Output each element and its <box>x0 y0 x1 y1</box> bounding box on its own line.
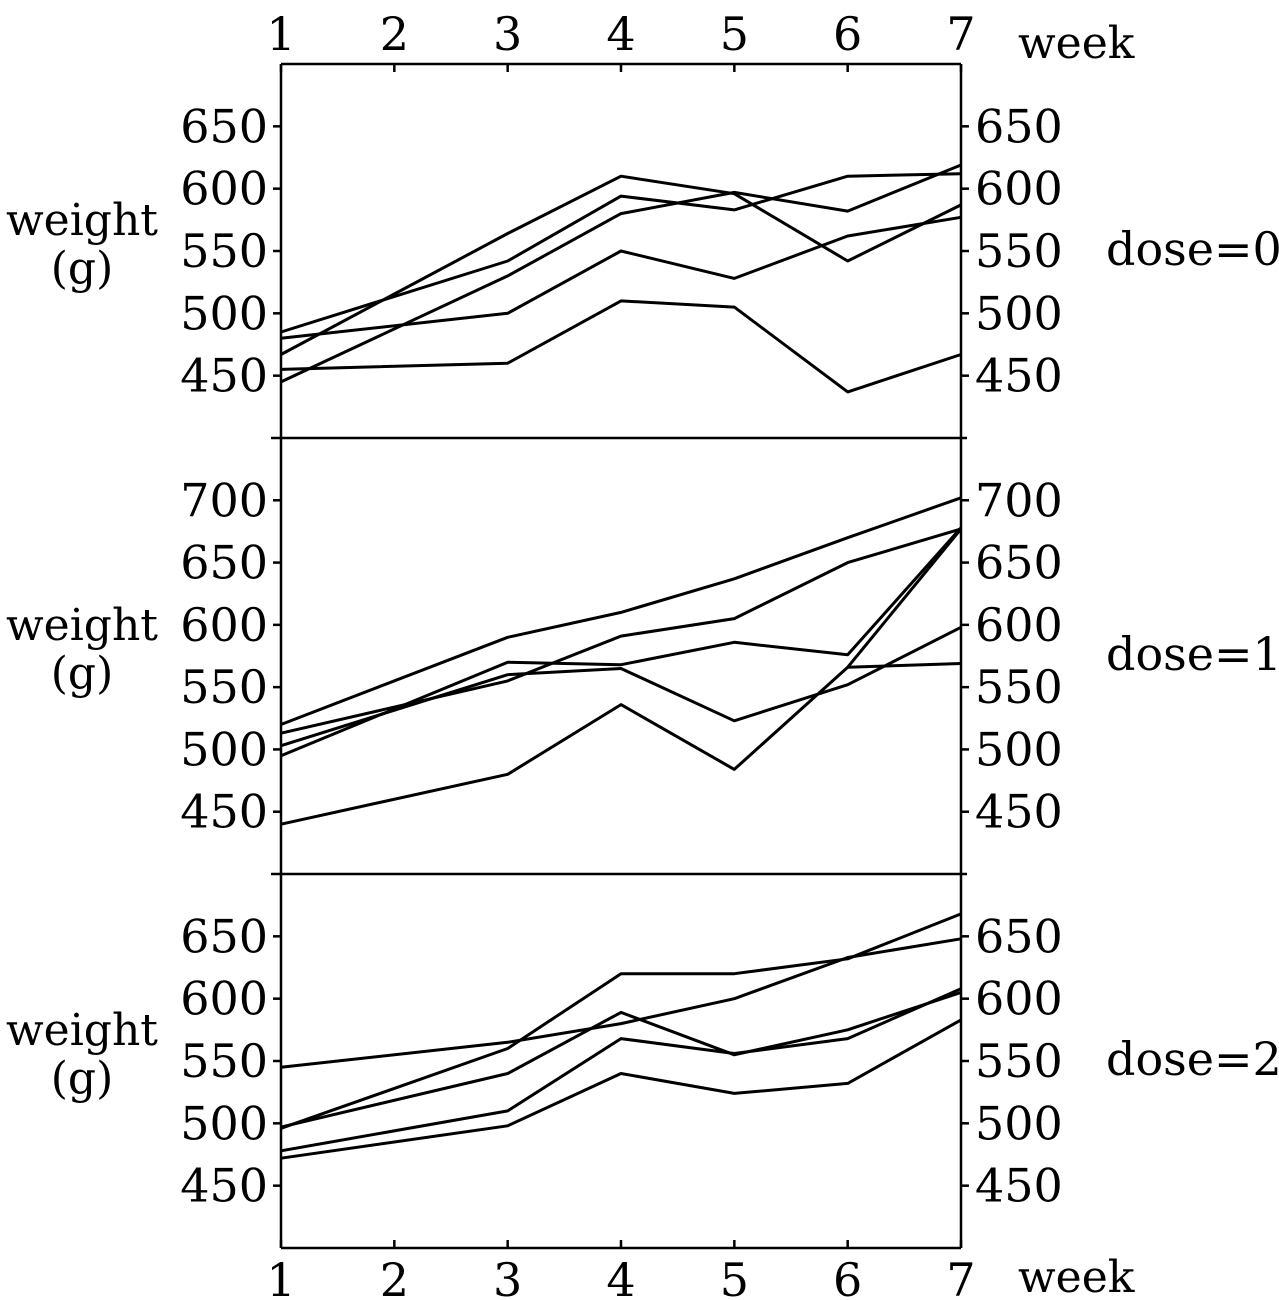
right-y-tick-label: 550 <box>975 1034 1063 1088</box>
left-y-tick-label: 650 <box>180 909 268 963</box>
series-line <box>280 625 962 748</box>
left-y-tick-label: 550 <box>180 660 268 714</box>
series-line <box>280 299 962 394</box>
top-x-tick-label: 3 <box>493 7 522 61</box>
series-line <box>280 912 962 1130</box>
series-line <box>280 526 963 758</box>
left-y-tick-label: 600 <box>180 972 268 1026</box>
bottom-x-tick-label: 5 <box>720 1253 749 1300</box>
y-axis-title: weight <box>6 195 158 246</box>
series-line <box>280 990 962 1129</box>
bottom-x-axis-title: week <box>1018 1252 1135 1300</box>
right-y-tick-label: 450 <box>975 349 1063 403</box>
series-line <box>280 172 962 334</box>
y-axis-title: weight <box>6 600 158 651</box>
series-line <box>280 496 962 726</box>
series-line <box>280 1018 962 1160</box>
left-y-tick-label: 600 <box>180 598 268 652</box>
left-y-tick-label: 650 <box>180 99 268 153</box>
series-line <box>280 174 962 356</box>
y-axis-title-unit: (g) <box>51 648 114 699</box>
left-y-tick-label: 500 <box>180 286 268 340</box>
right-y-tick-label: 550 <box>975 224 1063 278</box>
top-x-axis-title: week <box>1018 18 1135 69</box>
left-y-tick-label: 450 <box>180 785 268 839</box>
y-axis-title-unit: (g) <box>51 243 114 294</box>
series-line <box>280 527 963 826</box>
y-axis-title: weight <box>6 1005 158 1056</box>
series-line <box>280 215 962 340</box>
left-y-tick-label: 700 <box>180 473 268 527</box>
panel-label: dose=2 <box>1106 1032 1279 1086</box>
left-y-tick-label: 600 <box>180 162 268 216</box>
right-y-tick-label: 600 <box>975 162 1063 216</box>
top-x-tick-label: 6 <box>833 7 862 61</box>
top-x-tick-label: 1 <box>266 7 295 61</box>
series-line <box>847 662 962 669</box>
left-y-tick-label: 450 <box>180 1159 268 1213</box>
panel-label: dose=1 <box>1106 627 1279 681</box>
right-y-tick-label: 700 <box>975 473 1063 527</box>
right-y-tick-label: 500 <box>975 1096 1063 1150</box>
top-x-tick-label: 2 <box>380 7 409 61</box>
left-y-tick-label: 450 <box>180 349 268 403</box>
right-y-tick-label: 650 <box>975 536 1063 590</box>
right-y-tick-label: 450 <box>975 1159 1063 1213</box>
bottom-x-tick-label: 1 <box>266 1253 295 1300</box>
right-y-tick-label: 600 <box>975 598 1063 652</box>
left-y-tick-label: 500 <box>180 722 268 776</box>
right-y-tick-label: 600 <box>975 972 1063 1026</box>
top-x-tick-label: 7 <box>946 7 975 61</box>
right-y-tick-label: 650 <box>975 99 1063 153</box>
panel-label: dose=0 <box>1106 222 1279 276</box>
right-y-tick-label: 650 <box>975 909 1063 963</box>
right-y-tick-label: 500 <box>975 722 1063 776</box>
right-y-tick-label: 500 <box>975 286 1063 340</box>
top-x-tick-label: 5 <box>720 7 749 61</box>
right-y-tick-label: 550 <box>975 660 1063 714</box>
left-y-tick-label: 500 <box>180 1096 268 1150</box>
series-line <box>280 937 962 1069</box>
bottom-x-tick-label: 7 <box>946 1253 975 1300</box>
y-axis-title-unit: (g) <box>51 1053 114 1104</box>
series-line <box>280 163 962 384</box>
left-y-tick-label: 650 <box>180 536 268 590</box>
series-line <box>280 527 962 735</box>
series-line <box>280 987 962 1153</box>
bottom-x-tick-label: 2 <box>380 1253 409 1300</box>
bottom-x-tick-label: 4 <box>606 1253 635 1300</box>
top-x-tick-label: 4 <box>606 7 635 61</box>
bottom-x-tick-label: 6 <box>833 1253 862 1300</box>
right-y-tick-label: 450 <box>975 785 1063 839</box>
left-y-tick-label: 550 <box>180 1034 268 1088</box>
bottom-x-tick-label: 3 <box>493 1253 522 1300</box>
left-y-tick-label: 550 <box>180 224 268 278</box>
